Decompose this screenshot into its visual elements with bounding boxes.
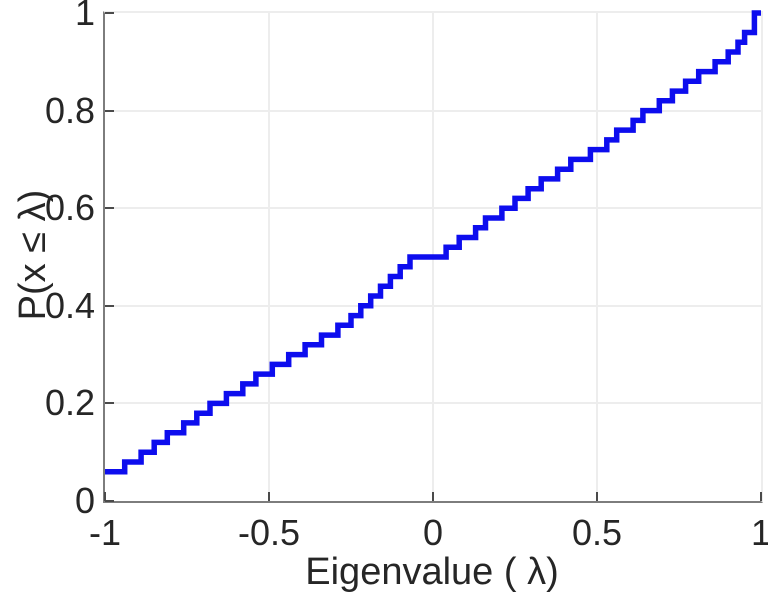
x-tick-label: -0.5: [237, 512, 301, 553]
y-tick-label: 0.6: [44, 187, 95, 229]
y-tick-label: 0.4: [44, 284, 95, 326]
x-tick-mark: [596, 492, 598, 501]
y-tick-label: 0.8: [44, 89, 95, 131]
x-tick-label: 1: [750, 512, 768, 553]
y-tick-mark: [105, 207, 114, 210]
y-axis-label: P(x ≤ λ): [12, 189, 54, 321]
x-tick-label: 0: [422, 512, 444, 553]
y-gridline: [105, 304, 761, 307]
y-tick-label: 0: [74, 480, 95, 521]
y-gridline: [105, 402, 761, 405]
ecdf-line: [105, 10, 761, 475]
x-axis-label: Eigenvalue ( λ): [305, 551, 559, 593]
x-tick-label: 0.5: [571, 512, 623, 553]
y-tick-mark: [105, 304, 114, 307]
x-gridline: [268, 13, 270, 501]
y-tick-mark: [105, 402, 114, 405]
x-tick-mark: [104, 492, 106, 501]
y-gridline: [105, 207, 761, 210]
x-tick-mark: [760, 492, 762, 501]
y-tick-label: 1: [74, 0, 95, 33]
x-tick-mark: [432, 492, 434, 501]
ecdf-curve-svg: [105, 10, 761, 475]
plot-area: [103, 10, 763, 503]
x-gridline: [596, 13, 598, 501]
y-tick-mark: [105, 500, 114, 502]
y-tick-mark: [105, 12, 114, 14]
y-gridline: [105, 109, 761, 112]
y-tick-mark: [105, 109, 114, 112]
x-tick-label: -1: [88, 512, 121, 553]
y-tick-label: 0.2: [44, 382, 95, 424]
x-tick-mark: [268, 492, 270, 501]
